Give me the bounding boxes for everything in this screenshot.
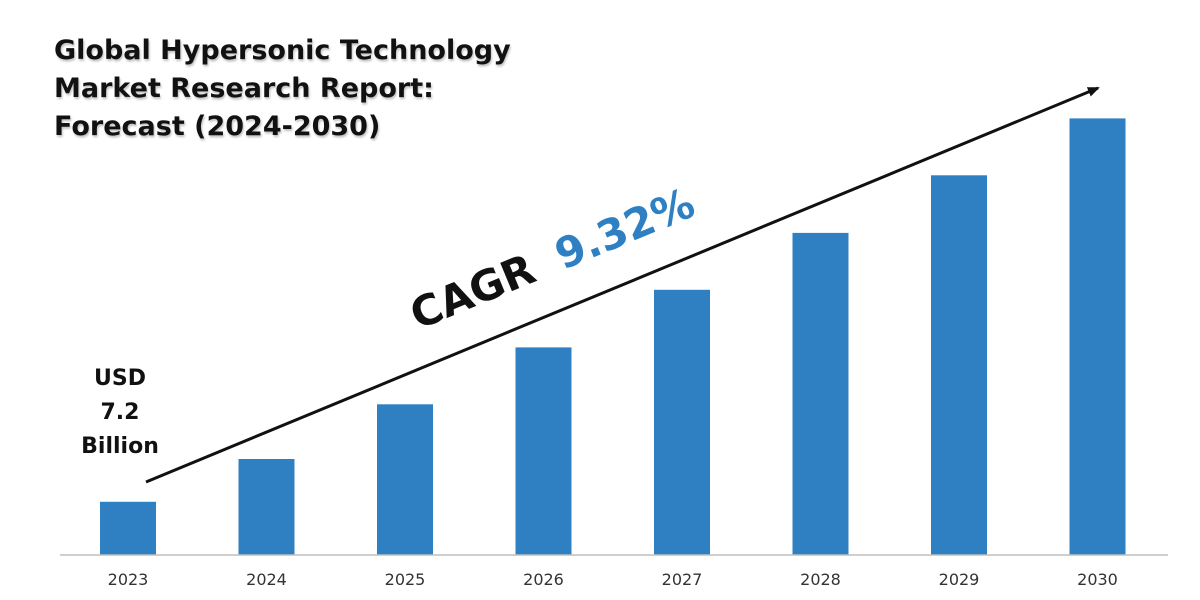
x-tick-label-2029: 2029 bbox=[939, 570, 980, 589]
cagr-label: CAGR bbox=[403, 244, 542, 339]
bar-2027 bbox=[654, 289, 710, 555]
x-tick-label-2030: 2030 bbox=[1077, 570, 1118, 589]
title-line-1: Global Hypersonic Technology bbox=[54, 35, 511, 66]
x-tick-label-2027: 2027 bbox=[662, 570, 703, 589]
bar-2030 bbox=[1069, 118, 1126, 556]
cagr-value: 9.32% bbox=[548, 178, 701, 279]
bar-2024 bbox=[238, 459, 295, 555]
x-tick-label-2025: 2025 bbox=[385, 570, 426, 589]
x-tick-labels: 2023 2024 2025 2026 2027 2028 2029 2030 bbox=[108, 570, 1118, 589]
x-tick-label-2028: 2028 bbox=[800, 570, 841, 589]
bar-2029 bbox=[931, 175, 987, 556]
x-tick-label-2026: 2026 bbox=[523, 570, 564, 589]
bar-2026 bbox=[515, 347, 572, 555]
start-value-unit: Billion bbox=[81, 434, 159, 459]
bar-2023 bbox=[100, 501, 156, 555]
title-line-3: Forecast (2024-2030) bbox=[54, 111, 381, 142]
start-value-number: 7.2 bbox=[100, 400, 140, 425]
x-tick-label-2023: 2023 bbox=[108, 570, 149, 589]
chart-title: Global Hypersonic Technology Market Rese… bbox=[54, 32, 511, 146]
bars-layer bbox=[100, 118, 1126, 556]
x-tick-label-2024: 2024 bbox=[246, 570, 287, 589]
start-value-label: USD 7.2 Billion bbox=[60, 362, 180, 464]
growth-trend-arrow bbox=[145, 86, 1100, 484]
title-line-2: Market Research Report: bbox=[54, 73, 434, 104]
start-value-currency: USD bbox=[94, 366, 146, 391]
bar-2028 bbox=[792, 232, 849, 555]
bar-2025 bbox=[377, 404, 433, 555]
